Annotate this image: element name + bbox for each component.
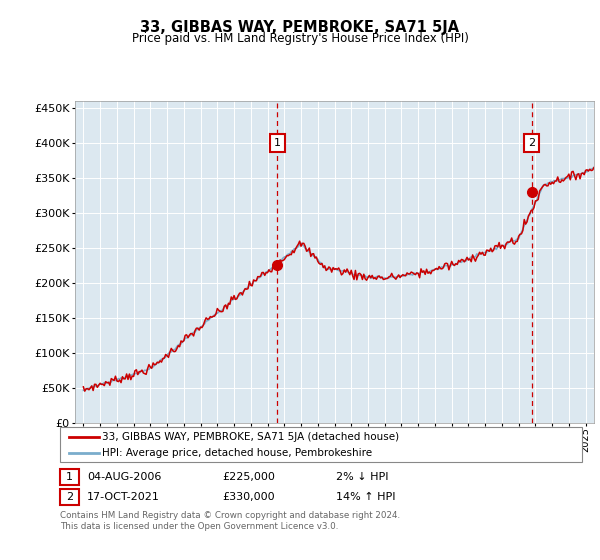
Text: 2% ↓ HPI: 2% ↓ HPI	[336, 472, 389, 482]
Text: This data is licensed under the Open Government Licence v3.0.: This data is licensed under the Open Gov…	[60, 522, 338, 531]
Text: 2: 2	[529, 138, 535, 148]
Text: £330,000: £330,000	[222, 492, 275, 502]
Text: 04-AUG-2006: 04-AUG-2006	[87, 472, 161, 482]
Text: 14% ↑ HPI: 14% ↑ HPI	[336, 492, 395, 502]
Text: 1: 1	[66, 472, 73, 482]
Text: 33, GIBBAS WAY, PEMBROKE, SA71 5JA: 33, GIBBAS WAY, PEMBROKE, SA71 5JA	[140, 20, 460, 35]
Text: 1: 1	[274, 138, 281, 148]
Text: Contains HM Land Registry data © Crown copyright and database right 2024.: Contains HM Land Registry data © Crown c…	[60, 511, 400, 520]
Text: Price paid vs. HM Land Registry's House Price Index (HPI): Price paid vs. HM Land Registry's House …	[131, 32, 469, 45]
Text: 33, GIBBAS WAY, PEMBROKE, SA71 5JA (detached house): 33, GIBBAS WAY, PEMBROKE, SA71 5JA (deta…	[102, 432, 399, 442]
Text: £225,000: £225,000	[222, 472, 275, 482]
Text: HPI: Average price, detached house, Pembrokeshire: HPI: Average price, detached house, Pemb…	[102, 447, 372, 458]
Text: 17-OCT-2021: 17-OCT-2021	[87, 492, 160, 502]
Text: 2: 2	[66, 492, 73, 502]
